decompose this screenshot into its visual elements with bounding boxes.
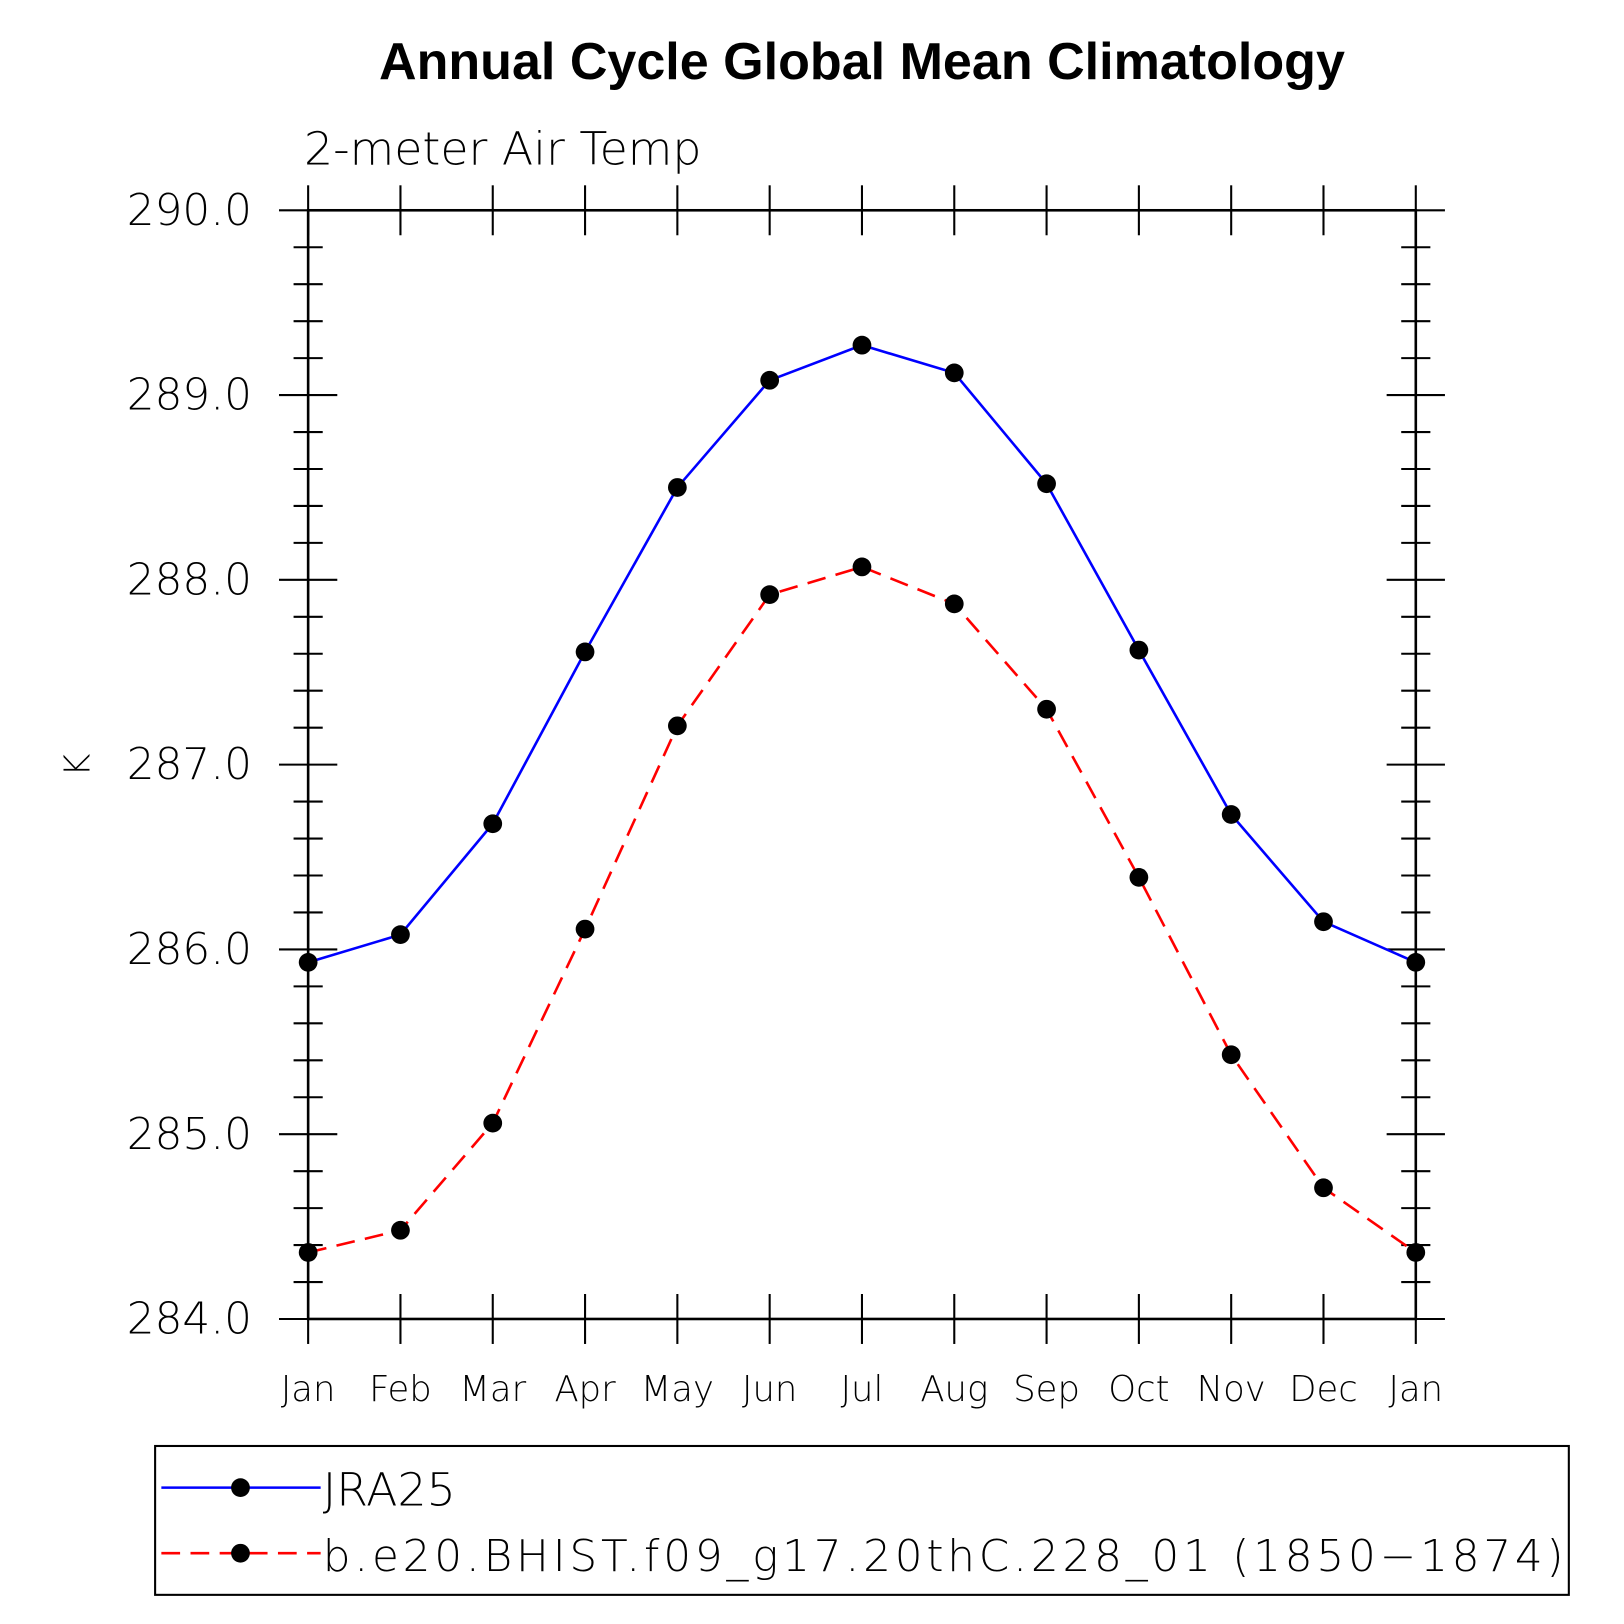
- data-point-1: [1221, 1045, 1241, 1065]
- data-point-0: [667, 478, 687, 497]
- x-tick-label: Jun: [742, 1369, 797, 1410]
- data-point-0: [483, 814, 503, 834]
- y-tick-label: 284.0: [127, 1294, 252, 1345]
- x-tick-label: Mar: [459, 1369, 526, 1410]
- plot-frame: [306, 208, 1418, 1321]
- data-point-1: [483, 1113, 503, 1133]
- y-tick-label: 288.0: [127, 554, 252, 605]
- data-point-0: [298, 952, 318, 972]
- data-point-0: [575, 642, 595, 662]
- data-point-0: [852, 335, 872, 355]
- x-tick-label: Dec: [1289, 1369, 1357, 1410]
- data-point-0: [1129, 640, 1149, 660]
- y-axis-label: K: [58, 754, 99, 777]
- y-tick-label: 286.0: [127, 924, 252, 975]
- x-tick-label: Sep: [1013, 1369, 1080, 1410]
- data-point-1: [852, 557, 872, 577]
- x-tick-label: Feb: [369, 1369, 432, 1410]
- x-tick-label: Jul: [841, 1369, 884, 1410]
- data-point-0: [1037, 474, 1056, 494]
- y-tick-label: 287.0: [127, 739, 252, 790]
- data-point-1: [1037, 699, 1056, 719]
- x-tick-label: Nov: [1197, 1369, 1266, 1410]
- data-point-1: [1406, 1243, 1426, 1262]
- y-tick-label: 289.0: [127, 370, 252, 421]
- x-tick-label: Oct: [1108, 1369, 1169, 1410]
- data-point-0: [1406, 952, 1426, 972]
- data-point-1: [760, 585, 780, 605]
- y-tick-label: 285.0: [127, 1109, 252, 1160]
- legend: JRA25 b.e20.BHIST.f09_g17.20thC.228_01 (…: [154, 1444, 1570, 1596]
- data-point-1: [667, 716, 687, 736]
- data-point-1: [391, 1220, 410, 1240]
- legend-marker-jra25: [231, 1478, 250, 1497]
- x-tick-label: Apr: [554, 1369, 616, 1410]
- chart-title: Annual Cycle Global Mean Climatology: [379, 33, 1345, 91]
- data-point-1: [1314, 1178, 1333, 1198]
- x-tick-label: Aug: [920, 1369, 988, 1410]
- chart-subtitle: 2-meter Air Temp: [304, 121, 701, 175]
- data-point-0: [391, 925, 410, 945]
- legend-marker-model: [231, 1543, 250, 1563]
- legend-label-jra25: JRA25: [323, 1462, 456, 1516]
- data-point-1: [298, 1243, 318, 1262]
- series-line-1: [307, 565, 1417, 1254]
- legend-label-model: b.e20.BHIST.f09_g17.20thC.228_01 (1850−1…: [323, 1531, 1564, 1582]
- series-line-0: [307, 343, 1417, 964]
- data-point-0: [944, 363, 964, 383]
- x-tick-label: Jan: [1389, 1369, 1444, 1410]
- data-point-1: [575, 919, 595, 939]
- y-tick-label: 290.0: [127, 185, 252, 236]
- data-point-0: [1314, 912, 1333, 932]
- legend-box: [154, 1444, 1570, 1596]
- x-tick-label: Jan: [281, 1369, 336, 1410]
- data-point-1: [1129, 867, 1149, 887]
- data-point-0: [760, 370, 780, 390]
- data-point-1: [944, 594, 964, 614]
- data-point-0: [1221, 805, 1241, 824]
- x-tick-label: May: [641, 1369, 714, 1410]
